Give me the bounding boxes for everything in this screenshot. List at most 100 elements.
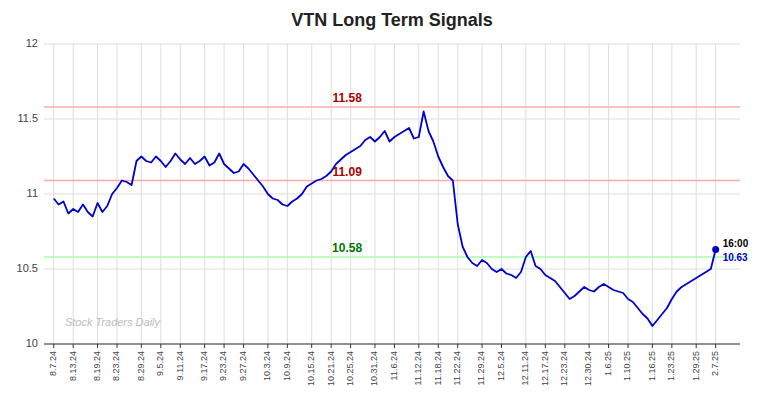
x-grid-line: [438, 44, 439, 344]
x-tick: [418, 344, 419, 348]
x-grid-line: [652, 44, 653, 344]
x-tick: [457, 344, 458, 348]
chart: VTN Long Term Signals1010.51111.5128.7.2…: [0, 0, 784, 398]
y-tick-label: 12: [26, 37, 38, 49]
watermark: Stock Traders Daily: [65, 316, 162, 328]
x-tick-label: 10.25.24: [345, 351, 355, 386]
x-grid-line: [418, 44, 419, 344]
x-tick: [224, 344, 225, 348]
hline-label: 10.58: [332, 241, 362, 255]
x-tick-label: 9.11.24: [175, 351, 185, 380]
x-tick-label: 8.23.24: [111, 351, 121, 381]
x-tick: [545, 344, 546, 348]
x-tick-label: 12.5.24: [496, 351, 506, 381]
x-tick: [311, 344, 312, 348]
x-tick: [589, 344, 590, 348]
y-grid-line: [44, 194, 740, 195]
x-tick-label: 2.7.25: [710, 351, 720, 376]
x-tick-label: 12.23.24: [559, 351, 569, 386]
x-tick: [715, 344, 716, 348]
last-time-label: 16:00: [723, 238, 749, 249]
x-grid-line: [482, 44, 483, 344]
price-line: [54, 112, 716, 327]
x-tick: [141, 344, 142, 348]
x-tick: [331, 344, 332, 348]
y-tick-label: 10: [26, 337, 38, 349]
x-tick: [180, 344, 181, 348]
x-grid-line: [311, 44, 312, 344]
x-grid-line: [160, 44, 161, 344]
x-tick-label: 9.17.24: [199, 351, 209, 381]
x-grid-line: [696, 44, 697, 344]
hline: [44, 180, 740, 182]
x-grid-line: [350, 44, 351, 344]
x-tick-label: 11.29.24: [476, 351, 486, 385]
x-tick-label: 9.23.24: [218, 351, 228, 381]
x-tick: [525, 344, 526, 348]
x-grid-line: [243, 44, 244, 344]
x-tick-label: 8.13.24: [68, 351, 78, 381]
x-grid-line: [564, 44, 565, 344]
x-grid-line: [141, 44, 142, 344]
x-tick: [501, 344, 502, 348]
x-tick: [652, 344, 653, 348]
x-tick: [53, 344, 54, 348]
x-tick-label: 1.23.25: [666, 351, 676, 381]
x-tick: [73, 344, 74, 348]
x-tick-label: 10.15.24: [306, 351, 316, 386]
x-tick-label: 11.6.24: [389, 351, 399, 380]
x-grid-line: [715, 44, 716, 344]
x-grid-line: [394, 44, 395, 344]
title: VTN Long Term Signals: [291, 10, 493, 30]
x-tick-label: 10.31.24: [369, 351, 379, 386]
x-grid-line: [501, 44, 502, 344]
x-grid-line: [331, 44, 332, 344]
x-tick-label: 1.16.25: [647, 351, 657, 381]
x-tick-label: 11.12.24: [413, 351, 423, 385]
x-tick: [374, 344, 375, 348]
x-grid-line: [287, 44, 288, 344]
y-tick-label: 11: [27, 187, 38, 199]
x-tick-label: 9.27.24: [238, 351, 248, 381]
x-axis-line: [44, 344, 740, 345]
x-grid-line: [608, 44, 609, 344]
y-grid-line: [44, 269, 740, 270]
x-tick-label: 1.10.25: [622, 351, 632, 381]
y-grid-line: [44, 44, 740, 45]
y-grid-line: [44, 119, 740, 120]
x-tick: [117, 344, 118, 348]
x-tick-label: 12.17.24: [540, 351, 550, 386]
x-grid-line: [457, 44, 458, 344]
x-tick-label: 8.7.24: [48, 351, 58, 376]
x-grid-line: [525, 44, 526, 344]
x-tick: [438, 344, 439, 348]
hline-label: 11.58: [332, 91, 362, 105]
x-tick-label: 10.21.24: [326, 351, 336, 386]
x-tick-label: 1.29.25: [691, 351, 701, 381]
x-grid-line: [180, 44, 181, 344]
x-tick-label: 8.19.24: [92, 351, 102, 381]
y-tick-label: 11.5: [17, 112, 38, 124]
x-tick-label: 10.9.24: [282, 351, 292, 381]
x-tick: [204, 344, 205, 348]
hline: [44, 106, 740, 108]
grid: [44, 44, 740, 344]
x-tick-label: 12.30.24: [583, 351, 593, 386]
x-tick: [696, 344, 697, 348]
x-grid-line: [117, 44, 118, 344]
x-grid-line: [224, 44, 225, 344]
x-grid-line: [374, 44, 375, 344]
x-tick-label: 11.18.24: [433, 351, 443, 385]
x-tick-label: 9.5.24: [155, 351, 165, 376]
x-tick: [608, 344, 609, 348]
last-value-label: 10.63: [723, 252, 748, 263]
x-grid-line: [204, 44, 205, 344]
x-tick: [564, 344, 565, 348]
x-tick-label: 12.11.24: [520, 351, 530, 385]
hline: [44, 256, 740, 258]
x-tick: [350, 344, 351, 348]
x-tick: [671, 344, 672, 348]
x-tick: [628, 344, 629, 348]
y-grid-line: [44, 344, 740, 345]
x-tick: [394, 344, 395, 348]
